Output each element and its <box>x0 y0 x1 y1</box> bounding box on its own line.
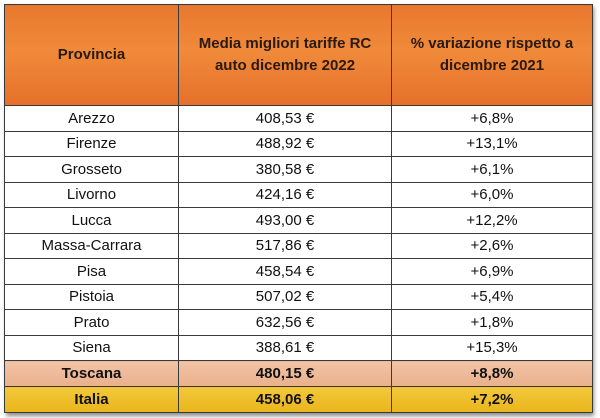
cell-variation: +6,0% <box>391 181 593 208</box>
rc-auto-rates-table-container: Provincia Media migliori tariffe RC auto… <box>4 4 593 413</box>
table-row: Lucca 493,00 € +12,2% <box>4 207 593 234</box>
header-variation: % variazione rispetto a dicembre 2021 <box>391 4 593 106</box>
cell-variation: +5,4% <box>391 283 593 310</box>
cell-province: Siena <box>4 334 179 361</box>
cell-avg-rate: 424,16 € <box>178 181 392 208</box>
cell-province: Pisa <box>4 258 179 285</box>
cell-province: Pistoia <box>4 283 179 310</box>
cell-variation: +1,8% <box>391 309 593 336</box>
header-province-label: Provincia <box>57 46 126 63</box>
table-row: Pistoia 507,02 € +5,4% <box>4 283 593 310</box>
cell-variation: +15,3% <box>391 334 593 361</box>
cell-province: Livorno <box>4 181 179 208</box>
cell-province: Prato <box>4 309 179 336</box>
total-italy-avg-rate: 458,06 € <box>178 386 392 413</box>
cell-variation: +2,6% <box>391 232 593 259</box>
total-tuscany-variation: +8,8% <box>391 360 593 387</box>
header-province: Provincia <box>4 4 179 106</box>
cell-avg-rate: 488,92 € <box>178 130 392 157</box>
header-avg-rate-line1: Media migliori tariffe RC <box>198 35 372 52</box>
cell-variation: +6,9% <box>391 258 593 285</box>
cell-province: Firenze <box>4 130 179 157</box>
header-avg-rate: Media migliori tariffe RC auto dicembre … <box>178 4 392 106</box>
cell-province: Grosseto <box>4 156 179 183</box>
cell-avg-rate: 388,61 € <box>178 334 392 361</box>
table-row: Arezzo 408,53 € +6,8% <box>4 105 593 132</box>
table-header: Provincia Media migliori tariffe RC auto… <box>4 4 593 106</box>
cell-province: Massa-Carrara <box>4 232 179 259</box>
cell-avg-rate: 493,00 € <box>178 207 392 234</box>
total-row-italy: Italia 458,06 € +7,2% <box>4 386 593 413</box>
header-avg-rate-line2: auto dicembre 2022 <box>214 57 356 74</box>
table-row: Siena 388,61 € +15,3% <box>4 334 593 361</box>
cell-province: Arezzo <box>4 105 179 132</box>
cell-avg-rate: 632,56 € <box>178 309 392 336</box>
total-italy-variation: +7,2% <box>391 386 593 413</box>
table-row: Firenze 488,92 € +13,1% <box>4 130 593 157</box>
header-variation-line1: % variazione rispetto a <box>410 35 574 52</box>
cell-avg-rate: 380,58 € <box>178 156 392 183</box>
cell-avg-rate: 517,86 € <box>178 232 392 259</box>
cell-avg-rate: 507,02 € <box>178 283 392 310</box>
cell-variation: +6,8% <box>391 105 593 132</box>
total-row-tuscany: Toscana 480,15 € +8,8% <box>4 360 593 387</box>
table-body: Arezzo 408,53 € +6,8% Firenze 488,92 € +… <box>4 105 593 413</box>
table-row: Pisa 458,54 € +6,9% <box>4 258 593 285</box>
total-tuscany-province: Toscana <box>4 360 179 387</box>
cell-avg-rate: 458,54 € <box>178 258 392 285</box>
cell-variation: +12,2% <box>391 207 593 234</box>
cell-variation: +6,1% <box>391 156 593 183</box>
header-row: Provincia Media migliori tariffe RC auto… <box>4 4 593 106</box>
rc-auto-rates-table: Provincia Media migliori tariffe RC auto… <box>4 4 593 413</box>
cell-province: Lucca <box>4 207 179 234</box>
header-variation-line2: dicembre 2021 <box>439 57 545 74</box>
total-italy-province: Italia <box>4 386 179 413</box>
table-row: Grosseto 380,58 € +6,1% <box>4 156 593 183</box>
cell-variation: +13,1% <box>391 130 593 157</box>
total-tuscany-avg-rate: 480,15 € <box>178 360 392 387</box>
table-row: Livorno 424,16 € +6,0% <box>4 181 593 208</box>
cell-avg-rate: 408,53 € <box>178 105 392 132</box>
table-row: Massa-Carrara 517,86 € +2,6% <box>4 232 593 259</box>
table-row: Prato 632,56 € +1,8% <box>4 309 593 336</box>
